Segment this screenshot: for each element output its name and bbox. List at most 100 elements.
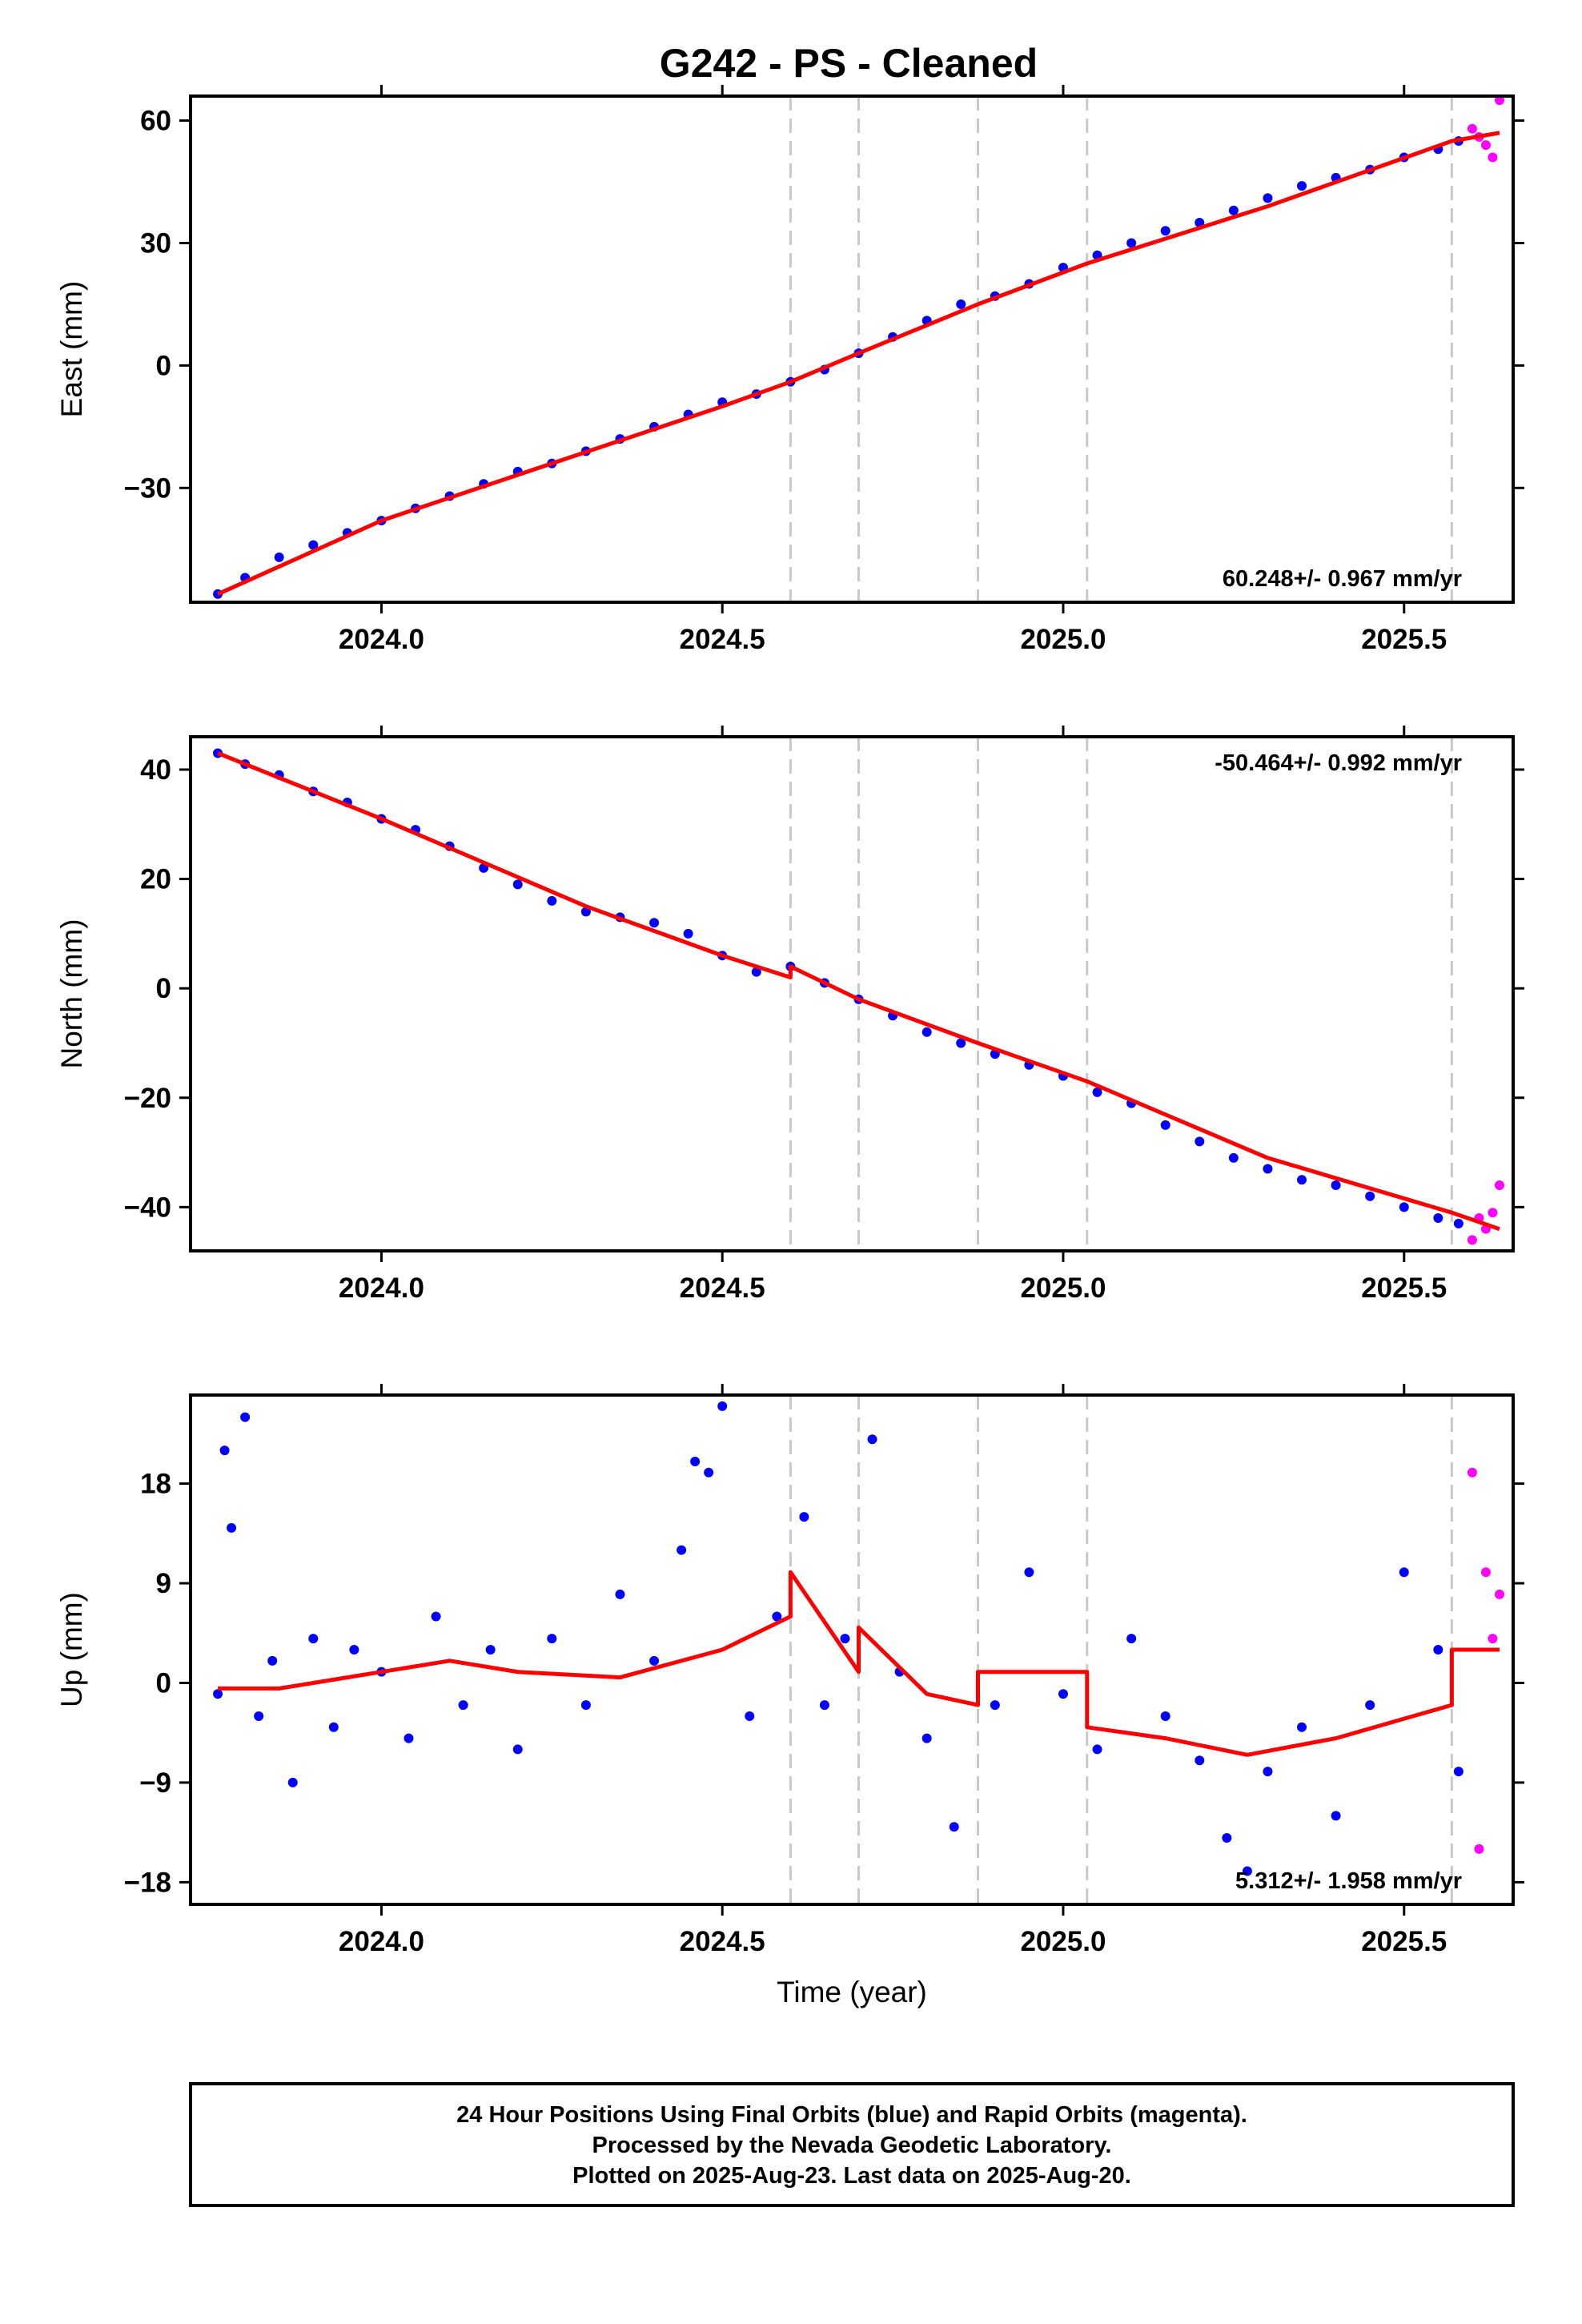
up-x-tick-label: 2024.5 xyxy=(680,1926,765,1957)
up-final-point xyxy=(1092,1744,1102,1755)
north-x-tick-label: 2024.0 xyxy=(339,1273,424,1304)
up-final-point xyxy=(921,1733,932,1743)
east-frame xyxy=(189,94,1515,604)
east-rapid-point xyxy=(1480,140,1491,151)
north-final-point xyxy=(1365,1191,1375,1201)
north-rapid-point xyxy=(1488,1208,1498,1218)
up-y-tick-label: 18 xyxy=(140,1469,171,1500)
up-final-point xyxy=(328,1722,339,1732)
up-final-point xyxy=(349,1645,359,1655)
up-rapid-point xyxy=(1467,1467,1477,1478)
north-model-line xyxy=(217,751,1500,1232)
north-rapid-point xyxy=(1467,1235,1477,1245)
up-rapid-point xyxy=(1494,1589,1504,1599)
up-rate-label: 5.312+/- 1.958 mm/yr xyxy=(1235,1868,1462,1894)
north-final-point xyxy=(1160,1120,1170,1130)
north-y-tick-label: 20 xyxy=(140,864,171,895)
east-y-tick-label: 60 xyxy=(140,106,171,137)
east-final-point xyxy=(1160,226,1170,236)
footer-frame xyxy=(189,2082,1515,2207)
up-final-point xyxy=(1433,1645,1443,1655)
up-x-tick-label: 2024.0 xyxy=(339,1926,424,1957)
x-axis-label: Time (year) xyxy=(777,1976,927,2008)
east-y-tick-label: −30 xyxy=(124,472,171,504)
up-final-point xyxy=(1058,1689,1068,1699)
east-final-point xyxy=(1126,238,1137,248)
footer-line-1: 24 Hour Positions Using Final Orbits (bl… xyxy=(456,2102,1247,2128)
east-rapid-point xyxy=(1488,152,1498,163)
east-y-axis-label: East (mm) xyxy=(55,281,88,418)
up-final-point xyxy=(704,1467,714,1478)
up-final-point xyxy=(840,1634,850,1644)
east-model-line xyxy=(217,131,1500,597)
panel-up: 2024.0 2024.5 2025.0 2025.5 −18 −9 0 9 18 Up (mm)… xyxy=(55,1384,1524,2008)
up-final-point xyxy=(615,1589,625,1599)
up-model-line xyxy=(218,1570,1500,1757)
up-final-point xyxy=(404,1733,414,1743)
north-final-point xyxy=(1195,1136,1205,1147)
east-x-tick-label: 2025.5 xyxy=(1361,624,1447,655)
east-x-tick-label: 2024.0 xyxy=(339,624,424,655)
north-y-tick-label: −40 xyxy=(124,1192,171,1223)
up-final-point xyxy=(819,1700,829,1711)
up-final-point xyxy=(458,1700,468,1711)
east-y-tick-label: 0 xyxy=(156,350,171,381)
east-final-point xyxy=(1263,193,1273,203)
north-final-point xyxy=(956,1038,966,1048)
up-y-axis-label: Up (mm) xyxy=(55,1592,88,1707)
north-frame xyxy=(189,735,1515,1252)
up-final-point xyxy=(1453,1767,1464,1777)
north-final-point xyxy=(547,895,557,906)
north-x-tick-label: 2025.5 xyxy=(1361,1273,1447,1304)
north-final-point xyxy=(1297,1175,1307,1185)
up-final-point xyxy=(547,1634,557,1644)
north-final-point xyxy=(751,967,761,977)
east-y-tick-label: 30 xyxy=(140,227,171,259)
east-final-point xyxy=(1297,181,1307,191)
up-final-point xyxy=(1399,1567,1409,1578)
north-final-point xyxy=(683,928,693,939)
up-x-tick-label: 2025.0 xyxy=(1020,1926,1106,1957)
north-final-point xyxy=(1453,1218,1464,1228)
north-final-point xyxy=(921,1027,932,1037)
chart-title: G242 - PS - Cleaned xyxy=(660,41,1038,86)
up-final-point xyxy=(1331,1811,1341,1821)
north-y-tick-label: 40 xyxy=(140,754,171,786)
north-rate-label: -50.464+/- 0.992 mm/yr xyxy=(1215,750,1462,776)
east-x-tick-label: 2024.5 xyxy=(680,624,765,655)
up-final-point xyxy=(227,1522,237,1533)
up-final-point xyxy=(649,1655,660,1666)
north-y-tick-label: 0 xyxy=(156,973,171,1004)
up-y-tick-label: 9 xyxy=(156,1568,171,1599)
up-final-point xyxy=(690,1456,701,1466)
up-final-point xyxy=(772,1611,782,1622)
east-rate-label: 60.248+/- 0.967 mm/yr xyxy=(1223,566,1462,592)
north-final-point xyxy=(1399,1202,1409,1212)
up-final-point xyxy=(949,1822,959,1832)
up-final-point xyxy=(308,1634,319,1644)
up-rapid-point xyxy=(1474,1844,1484,1854)
up-final-point xyxy=(431,1611,441,1622)
up-final-point xyxy=(1160,1711,1170,1721)
east-final-point xyxy=(1228,205,1239,215)
up-final-point xyxy=(254,1711,264,1721)
north-final-point xyxy=(1228,1152,1239,1163)
north-y-axis-label: North (mm) xyxy=(55,919,88,1068)
up-rapid-point xyxy=(1488,1634,1498,1644)
up-final-point xyxy=(867,1434,877,1445)
up-final-point xyxy=(219,1445,230,1456)
up-final-point xyxy=(485,1645,496,1655)
north-final-point xyxy=(1092,1087,1102,1097)
up-final-point xyxy=(213,1689,223,1699)
up-final-point xyxy=(1365,1700,1375,1711)
up-y-tick-label: −9 xyxy=(139,1767,171,1799)
up-y-tick-label: −18 xyxy=(124,1867,171,1898)
up-final-point xyxy=(677,1545,687,1555)
north-final-point xyxy=(1263,1164,1273,1174)
up-final-point xyxy=(580,1700,591,1711)
up-final-point xyxy=(1126,1634,1137,1644)
footer-line-3: Plotted on 2025-Aug-23. Last data on 202… xyxy=(572,2163,1131,2189)
up-final-point xyxy=(745,1711,755,1721)
up-frame xyxy=(189,1393,1515,1906)
north-x-tick-label: 2024.5 xyxy=(680,1273,765,1304)
